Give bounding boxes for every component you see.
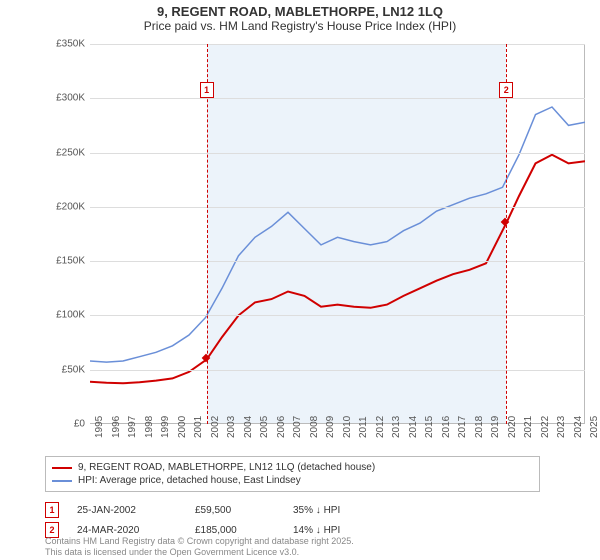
y-axis-label: £0: [45, 419, 85, 430]
x-axis-label: 2006: [276, 416, 287, 438]
x-axis-label: 1999: [160, 416, 171, 438]
x-axis-label: 2012: [375, 416, 386, 438]
legend-label: HPI: Average price, detached house, East…: [78, 475, 301, 486]
x-axis-label: 2022: [540, 416, 551, 438]
x-axis-label: 2003: [226, 416, 237, 438]
x-axis-label: 2011: [358, 416, 369, 438]
y-axis-label: £300K: [45, 93, 85, 104]
gridline: [90, 207, 585, 208]
x-axis-label: 2015: [424, 416, 435, 438]
y-axis-label: £150K: [45, 256, 85, 267]
gridline: [90, 315, 585, 316]
x-axis-label: 1996: [111, 416, 122, 438]
transaction-date: 25-JAN-2002: [77, 505, 177, 516]
callout-dash: [207, 44, 208, 424]
footer-line: This data is licensed under the Open Gov…: [45, 547, 354, 558]
chart-title: 9, REGENT ROAD, MABLETHORPE, LN12 1LQ: [0, 4, 600, 19]
x-axis-label: 2017: [457, 416, 468, 438]
callout-badge: 1: [200, 82, 214, 98]
gridline: [90, 98, 585, 99]
x-axis-label: 1997: [127, 416, 138, 438]
callout-badge: 2: [499, 82, 513, 98]
footer-attribution: Contains HM Land Registry data © Crown c…: [45, 536, 354, 558]
series-hpi: [90, 107, 585, 362]
footer-line: Contains HM Land Registry data © Crown c…: [45, 536, 354, 547]
x-axis-label: 2019: [490, 416, 501, 438]
transaction-price: £59,500: [195, 505, 275, 516]
x-axis-label: 2005: [259, 416, 270, 438]
x-axis-label: 2002: [210, 416, 221, 438]
x-axis-label: 2014: [408, 416, 419, 438]
x-axis-label: 2023: [556, 416, 567, 438]
x-axis-label: 2021: [523, 416, 534, 438]
x-axis-label: 2008: [309, 416, 320, 438]
transaction-delta: 14% ↓ HPI: [293, 525, 383, 536]
y-axis-label: £250K: [45, 147, 85, 158]
x-axis-label: 1995: [94, 416, 105, 438]
transaction-delta: 35% ↓ HPI: [293, 505, 383, 516]
transaction-price: £185,000: [195, 525, 275, 536]
x-axis-label: 1998: [144, 416, 155, 438]
transaction-table: 1 25-JAN-2002 £59,500 35% ↓ HPI 2 24-MAR…: [45, 500, 540, 540]
x-axis-label: 2009: [325, 416, 336, 438]
x-axis-label: 2018: [474, 416, 485, 438]
legend-item: 9, REGENT ROAD, MABLETHORPE, LN12 1LQ (d…: [52, 461, 533, 474]
chart-area: £0£50K£100K£150K£200K£250K£300K£350K1995…: [45, 44, 585, 424]
y-axis-label: £200K: [45, 201, 85, 212]
callout-badge: 1: [45, 502, 59, 518]
x-axis-label: 2007: [292, 416, 303, 438]
x-axis-label: 2010: [342, 416, 353, 438]
legend-swatch: [52, 467, 72, 469]
transaction-date: 24-MAR-2020: [77, 525, 177, 536]
title-area: 9, REGENT ROAD, MABLETHORPE, LN12 1LQ Pr…: [0, 0, 600, 35]
chart-svg: [90, 44, 585, 424]
y-axis-label: £100K: [45, 310, 85, 321]
table-row: 1 25-JAN-2002 £59,500 35% ↓ HPI: [45, 500, 540, 520]
gridline: [90, 370, 585, 371]
gridline: [90, 153, 585, 154]
x-axis-label: 2025: [589, 416, 600, 438]
x-axis-label: 2000: [177, 416, 188, 438]
gridline: [90, 44, 585, 45]
legend-item: HPI: Average price, detached house, East…: [52, 474, 533, 487]
callout-dash: [506, 44, 507, 424]
x-axis-label: 2020: [507, 416, 518, 438]
legend-label: 9, REGENT ROAD, MABLETHORPE, LN12 1LQ (d…: [78, 462, 375, 473]
x-axis-label: 2024: [573, 416, 584, 438]
x-axis-label: 2001: [193, 416, 204, 438]
x-axis-label: 2004: [243, 416, 254, 438]
y-axis-label: £50K: [45, 364, 85, 375]
gridline: [90, 261, 585, 262]
y-axis-label: £350K: [45, 39, 85, 50]
legend-swatch: [52, 480, 72, 482]
chart-subtitle: Price paid vs. HM Land Registry's House …: [0, 19, 600, 33]
chart-container: 9, REGENT ROAD, MABLETHORPE, LN12 1LQ Pr…: [0, 0, 600, 560]
x-axis-label: 2013: [391, 416, 402, 438]
x-axis-label: 2016: [441, 416, 452, 438]
legend-box: 9, REGENT ROAD, MABLETHORPE, LN12 1LQ (d…: [45, 456, 540, 492]
